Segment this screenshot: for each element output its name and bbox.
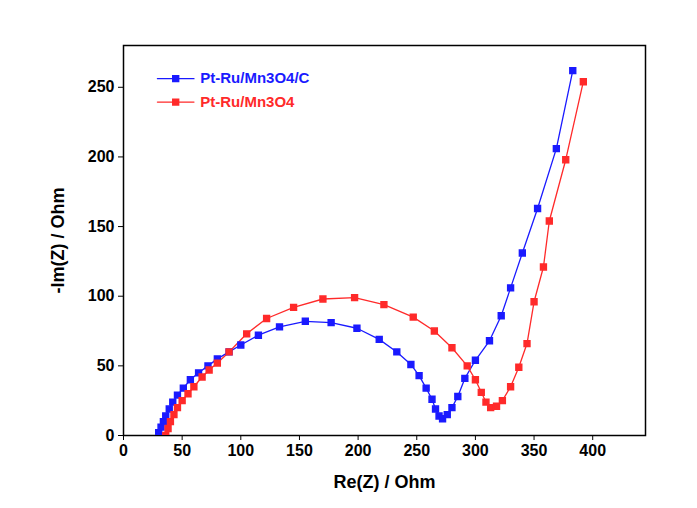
svg-text:150: 150 bbox=[286, 442, 313, 459]
svg-text:200: 200 bbox=[88, 148, 115, 165]
svg-text:0: 0 bbox=[106, 427, 115, 444]
svg-text:50: 50 bbox=[173, 442, 191, 459]
svg-text:-Im(Z) / Ohm: -Im(Z) / Ohm bbox=[48, 188, 68, 294]
svg-text:250: 250 bbox=[403, 442, 430, 459]
svg-text:200: 200 bbox=[345, 442, 372, 459]
svg-text:400: 400 bbox=[579, 442, 606, 459]
svg-text:Re(Z) / Ohm: Re(Z) / Ohm bbox=[334, 472, 436, 492]
svg-text:150: 150 bbox=[88, 218, 115, 235]
svg-text:350: 350 bbox=[521, 442, 548, 459]
svg-text:Pt-Ru/Mn3O4: Pt-Ru/Mn3O4 bbox=[200, 93, 295, 110]
svg-text:50: 50 bbox=[97, 357, 115, 374]
svg-text:300: 300 bbox=[462, 442, 489, 459]
svg-text:100: 100 bbox=[227, 442, 254, 459]
svg-text:Pt-Ru/Mn3O4/C: Pt-Ru/Mn3O4/C bbox=[200, 69, 309, 86]
svg-text:100: 100 bbox=[88, 287, 115, 304]
svg-text:250: 250 bbox=[88, 78, 115, 95]
svg-text:0: 0 bbox=[119, 442, 128, 459]
